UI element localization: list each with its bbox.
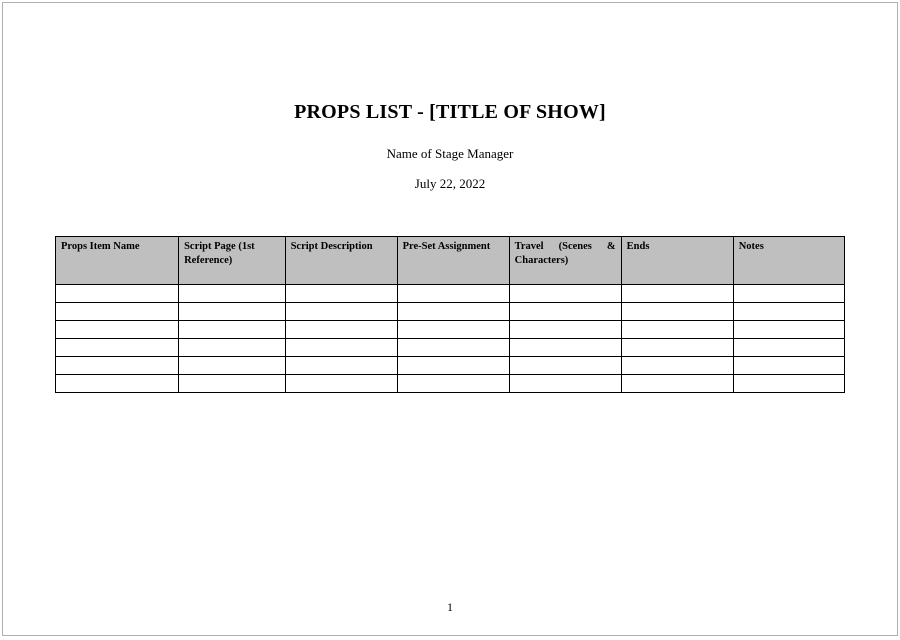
document-page: PROPS LIST - [TITLE OF SHOW] Name of Sta… — [2, 2, 898, 636]
table-cell — [509, 356, 621, 374]
table-row — [56, 338, 845, 356]
table-row — [56, 320, 845, 338]
table-body — [56, 284, 845, 392]
table-cell — [56, 338, 179, 356]
table-cell — [56, 320, 179, 338]
table-cell — [285, 356, 397, 374]
table-row — [56, 374, 845, 392]
table-cell — [733, 284, 844, 302]
col-header-item-name: Props Item Name — [56, 237, 179, 285]
table-row — [56, 284, 845, 302]
col-header-script-page: Script Page (1st Reference) — [179, 237, 286, 285]
table-cell — [179, 320, 286, 338]
table-cell — [56, 356, 179, 374]
table-cell — [621, 356, 733, 374]
table-cell — [733, 338, 844, 356]
props-table: Props Item Name Script Page (1st Referen… — [55, 236, 845, 393]
table-cell — [733, 356, 844, 374]
table-cell — [397, 302, 509, 320]
table-cell — [179, 356, 286, 374]
table-header-row: Props Item Name Script Page (1st Referen… — [56, 237, 845, 285]
table-cell — [509, 338, 621, 356]
table-cell — [509, 302, 621, 320]
table-cell — [56, 374, 179, 392]
page-title: PROPS LIST - [TITLE OF SHOW] — [55, 101, 845, 124]
table-cell — [509, 284, 621, 302]
table-cell — [397, 374, 509, 392]
col-header-ends: Ends — [621, 237, 733, 285]
table-cell — [397, 356, 509, 374]
table-cell — [285, 374, 397, 392]
col-header-preset-assignment: Pre-Set Assignment — [397, 237, 509, 285]
document-date: July 22, 2022 — [55, 176, 845, 192]
table-cell — [733, 302, 844, 320]
table-cell — [621, 338, 733, 356]
col-header-notes: Notes — [733, 237, 844, 285]
col-header-script-description: Script Description — [285, 237, 397, 285]
table-cell — [179, 338, 286, 356]
table-cell — [56, 302, 179, 320]
table-cell — [621, 320, 733, 338]
page-number: 1 — [3, 600, 897, 615]
table-cell — [285, 338, 397, 356]
table-cell — [397, 338, 509, 356]
table-cell — [179, 374, 286, 392]
table-row — [56, 356, 845, 374]
table-cell — [179, 302, 286, 320]
table-cell — [621, 284, 733, 302]
table-cell — [397, 284, 509, 302]
table-cell — [733, 374, 844, 392]
table-cell — [285, 284, 397, 302]
table-cell — [509, 374, 621, 392]
table-cell — [509, 320, 621, 338]
table-cell — [56, 284, 179, 302]
stage-manager-name: Name of Stage Manager — [55, 146, 845, 162]
table-cell — [397, 320, 509, 338]
table-cell — [285, 320, 397, 338]
table-cell — [621, 374, 733, 392]
table-row — [56, 302, 845, 320]
table-cell — [285, 302, 397, 320]
table-cell — [733, 320, 844, 338]
table-cell — [179, 284, 286, 302]
table-cell — [621, 302, 733, 320]
props-table-container: Props Item Name Script Page (1st Referen… — [55, 236, 845, 393]
col-header-travel: Travel (Scenes & Characters) — [509, 237, 621, 285]
